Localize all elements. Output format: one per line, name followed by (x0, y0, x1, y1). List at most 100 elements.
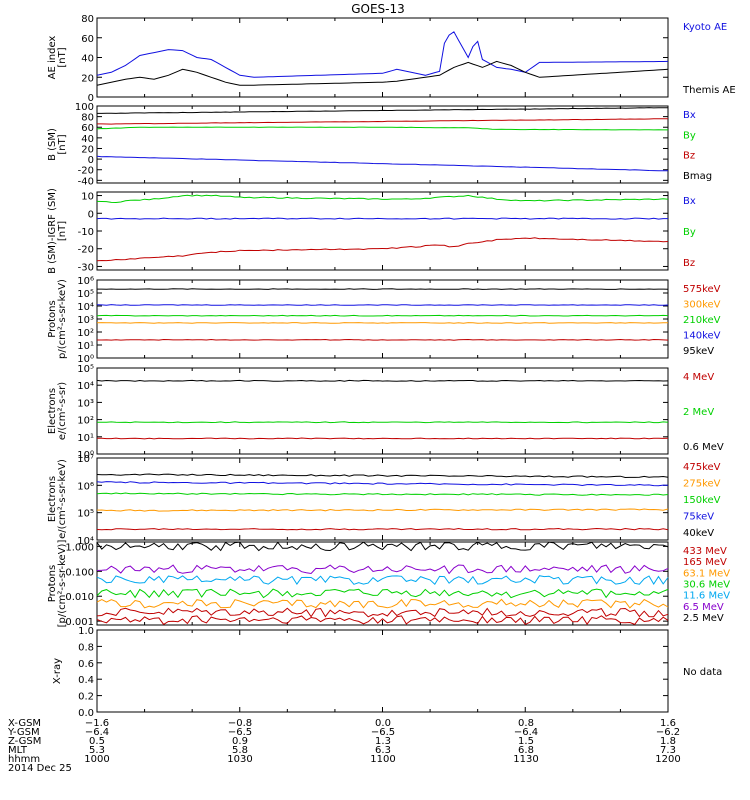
panel-protons1: 10⁰ 10¹ 10² 10³ 10⁴ 10⁵ 10⁶ Protons p/(cm²-s-sr-… (47, 276, 721, 365)
y-tick-label: 0.6 (78, 659, 94, 670)
legend-entry: Bx (683, 110, 696, 121)
y-tick-label: 10⁴ (77, 302, 94, 313)
legend-entry: Bmag (683, 171, 712, 182)
legend-entry: 30.6 MeV (683, 580, 730, 591)
y-tick-label: 0 (88, 93, 94, 104)
footer-value: 5.8 (232, 745, 248, 756)
footer-value: 1100 (370, 754, 395, 765)
series-line-300kev (96, 322, 669, 324)
series-line-150kev (96, 492, 669, 496)
legend-entry: 40keV (683, 528, 714, 539)
footer-value: 1.8 (660, 736, 676, 747)
series-line-95kev (97, 288, 669, 290)
legend-entry: 433 MeV (683, 546, 727, 557)
y-tick-label: 0.4 (78, 675, 94, 686)
legend-entry: 95keV (683, 346, 714, 357)
footer-value: 0.5 (89, 736, 105, 747)
series-line-63-1-mev (96, 598, 669, 609)
y-tick-label: 60 (81, 34, 94, 45)
plot-title: GOES-13 (351, 2, 405, 16)
y-axis-label: p/(cm²-s-sr-keV) (57, 279, 68, 359)
series-line-by (96, 194, 669, 204)
panel-frame (96, 17, 669, 98)
footer-row-label: hhmm (8, 754, 40, 765)
y-tick-label: 20 (81, 144, 94, 155)
legend-entry: Kyoto AE (683, 22, 727, 33)
legend-entry: 75keV (683, 512, 714, 523)
footer-value: −6.4 (85, 727, 109, 738)
series-line-165-mev (96, 607, 669, 618)
footer-row-label: Z-GSM (8, 736, 41, 747)
legend-entry: 2 MeV (683, 407, 714, 418)
footer-value: 1.5 (518, 736, 534, 747)
series-line-210kev (96, 314, 669, 317)
footer-value: −6.4 (514, 727, 538, 738)
legend-entry: 0.6 MeV (683, 442, 724, 453)
footer-value: −6.5 (228, 727, 252, 738)
legend-entry: 150keV (683, 495, 721, 506)
legend-entry: 475keV (683, 462, 721, 473)
legend-entry: 63.1 MeV (683, 568, 730, 579)
y-tick-label: 0.0 (78, 708, 94, 719)
y-axis-label: [nT] (57, 47, 68, 67)
y-tick-label: 10¹ (77, 433, 94, 444)
y-axis-label: [nT] (57, 221, 68, 241)
y-tick-label: 10² (77, 416, 94, 427)
legend-entry: By (683, 227, 696, 238)
y-tick-label: -20 (78, 245, 94, 256)
y-tick-label: -30 (78, 262, 94, 273)
y-tick-label: -20 (78, 166, 94, 177)
legend-entry: 210keV (683, 315, 721, 326)
y-tick-label: 0 (88, 155, 94, 166)
series-line-bz (97, 118, 669, 125)
series-line-bz (96, 237, 669, 262)
y-axis-label: e/(cm²-s-sr-keV) (57, 459, 68, 539)
y-tick-label: 0.100 (65, 567, 94, 578)
series-line-475kev (96, 527, 669, 531)
panel-frame (96, 105, 669, 184)
y-tick-label: 1.000 (65, 542, 94, 553)
series-line-6-5-mev (96, 564, 669, 575)
footer-value: 1000 (84, 754, 109, 765)
y-tick-label: 10³ (77, 315, 94, 326)
y-axis-label: Protons (47, 300, 58, 337)
panel-frame (96, 457, 669, 541)
panel-frame (96, 541, 669, 626)
footer-value: 1130 (513, 754, 538, 765)
y-tick-label: 10⁴ (77, 381, 94, 392)
footer-value: 1.3 (375, 736, 391, 747)
legend-entry: By (683, 130, 696, 141)
y-tick-label: 10⁴ (77, 536, 94, 547)
panel-frame (96, 191, 669, 271)
y-tick-label: 10⁵ (77, 289, 94, 300)
y-axis-label: B (SM) (47, 128, 58, 161)
y-tick-label: 10⁶ (77, 481, 94, 492)
footer-value: −6.2 (656, 727, 680, 738)
y-tick-label: 60 (81, 123, 94, 134)
footer-row-label: X-GSM (8, 718, 41, 729)
y-tick-label: 1.0 (78, 626, 94, 637)
y-tick-label: 10 (81, 192, 94, 203)
y-tick-label: 40 (81, 54, 94, 65)
y-tick-label: 40 (81, 134, 94, 145)
legend-entry: Bz (683, 258, 695, 269)
legend-entry: 140keV (683, 331, 721, 342)
panel-frame (96, 279, 669, 359)
legend-entry: No data (683, 667, 722, 678)
footer-value: 0.9 (232, 736, 248, 747)
y-tick-label: 0 (88, 209, 94, 220)
legend-entry: 575keV (683, 284, 721, 295)
series-line-575kev (97, 338, 669, 341)
y-tick-label: -40 (78, 176, 94, 187)
y-tick-label: 10⁰ (77, 354, 94, 365)
legend-entry: 2.5 MeV (683, 613, 724, 624)
footer-value: −0.8 (228, 718, 252, 729)
y-tick-label: 0.001 (65, 617, 94, 628)
y-tick-label: 10⁰ (77, 450, 94, 461)
series-line-bmag (97, 107, 669, 114)
y-tick-label: 10³ (77, 398, 94, 409)
y-tick-label: 10⁵ (77, 509, 94, 520)
series-line-275kev (96, 508, 669, 512)
